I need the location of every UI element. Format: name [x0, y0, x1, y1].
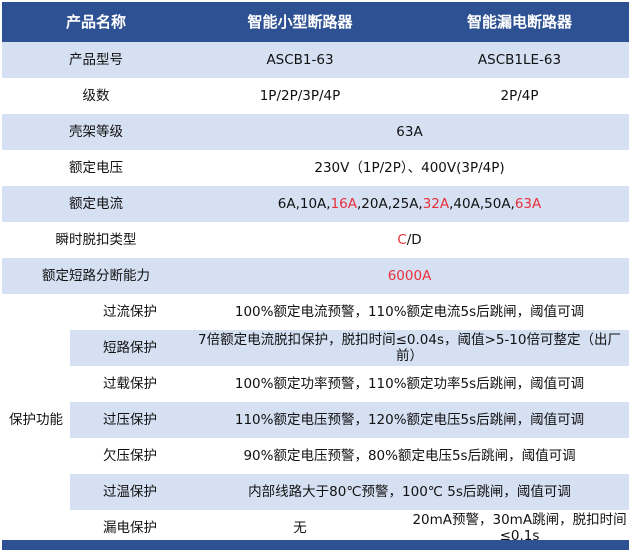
- cell: 110%额定电压预警，120%额定电压5s后跳闸，阈值可调: [190, 402, 629, 438]
- highlight-text: 32A: [422, 196, 450, 212]
- cell: 63A: [396, 124, 423, 140]
- table-row: 欠压保护 90%额定电压预警，80%额定电压5s后跳闸，阈值可调: [2, 438, 629, 474]
- row-label: 级数: [82, 88, 110, 104]
- row-label: 欠压保护: [103, 448, 157, 464]
- cell: 90%额定电压预警，80%额定电压5s后跳闸，阈值可调: [243, 448, 576, 464]
- row-label: 过载保护: [103, 376, 157, 392]
- cell: 230V（1P/2P）、400V(3P/4P): [314, 160, 505, 176]
- text: /D: [406, 232, 422, 248]
- header-row: 产品名称 智能小型断路器 智能漏电断路器: [2, 2, 629, 42]
- protection-label: 保护功能: [9, 412, 63, 428]
- row-label: 短路保护: [70, 330, 191, 366]
- cell: 6000A: [387, 268, 432, 284]
- row-label: 漏电保护: [103, 520, 157, 536]
- table-row: 过温保护 内部线路大于80℃预警，100℃ 5s后跳闸，阈值可调: [2, 474, 629, 510]
- table-row: 产品型号 ASCB1-63 ASCB1LE-63: [2, 42, 629, 78]
- table-row: 瞬时脱扣类型 C/D: [2, 222, 629, 258]
- cell: 6A,10A,16A,20A,25A,32A,40A,50A,63A: [190, 186, 629, 222]
- cell: 7倍额定电流脱扣保护，脱扣时间≤0.04s，阈值>5-10倍可整定（出厂前）: [190, 330, 629, 366]
- row-label: 过流保护: [103, 304, 157, 320]
- table-row: 额定电流 6A,10A,16A,20A,25A,32A,40A,50A,63A: [2, 186, 629, 222]
- cell: 100%额定电流预警，110%额定电流5s后跳闸，阈值可调: [234, 304, 585, 320]
- text: ,40A,50A,: [449, 196, 515, 212]
- row-label: 瞬时脱扣类型: [55, 232, 137, 248]
- table-row: 额定电压 230V（1P/2P）、400V(3P/4P): [2, 150, 629, 186]
- row-label: 额定短路分断能力: [42, 268, 150, 284]
- highlight-text: C: [397, 232, 407, 248]
- cell: ASCB1LE-63: [477, 52, 562, 68]
- row-label: 额定电流: [69, 196, 123, 212]
- table-row: 过压保护 110%额定电压预警，120%额定电压5s后跳闸，阈值可调: [2, 402, 629, 438]
- cell: C/D: [190, 222, 629, 258]
- footer-bar: [2, 540, 629, 550]
- highlight-text: 16A: [330, 196, 358, 212]
- table-row: 壳架等级 63A: [2, 114, 629, 150]
- row-label: 额定电压: [69, 160, 123, 176]
- cell: 内部线路大于80℃预警，100℃ 5s后跳闸，阈值可调: [190, 474, 629, 510]
- text: ,20A,25A,: [357, 196, 423, 212]
- table-row: 过载保护 100%额定功率预警，110%额定功率5s后跳闸，阈值可调: [2, 366, 629, 402]
- header-product-name: 产品名称: [2, 2, 191, 42]
- cell: 2P/4P: [500, 88, 539, 104]
- table-row: 级数 1P/2P/3P/4P 2P/4P: [2, 78, 629, 114]
- cell: 100%额定功率预警，110%额定功率5s后跳闸，阈值可调: [234, 376, 585, 392]
- text: 6A,10A,: [277, 196, 331, 212]
- row-label: 过温保护: [70, 474, 191, 510]
- cell: 无: [293, 520, 307, 536]
- row-label: 过压保护: [70, 402, 191, 438]
- cell: 1P/2P/3P/4P: [259, 88, 341, 104]
- table-row: 额定短路分断能力 6000A: [2, 258, 629, 294]
- row-label: 产品型号: [69, 52, 123, 68]
- table-row: 短路保护 7倍额定电流脱扣保护，脱扣时间≤0.04s，阈值>5-10倍可整定（出…: [2, 330, 629, 366]
- header-rcbo: 智能漏电断路器: [410, 2, 629, 42]
- row-label: 壳架等级: [69, 124, 123, 140]
- cell: ASCB1-63: [266, 52, 334, 68]
- header-mcb: 智能小型断路器: [190, 2, 411, 42]
- highlight-text: 63A: [514, 196, 542, 212]
- table-row: 保护功能 过流保护 100%额定电流预警，110%额定电流5s后跳闸，阈值可调: [2, 294, 629, 428]
